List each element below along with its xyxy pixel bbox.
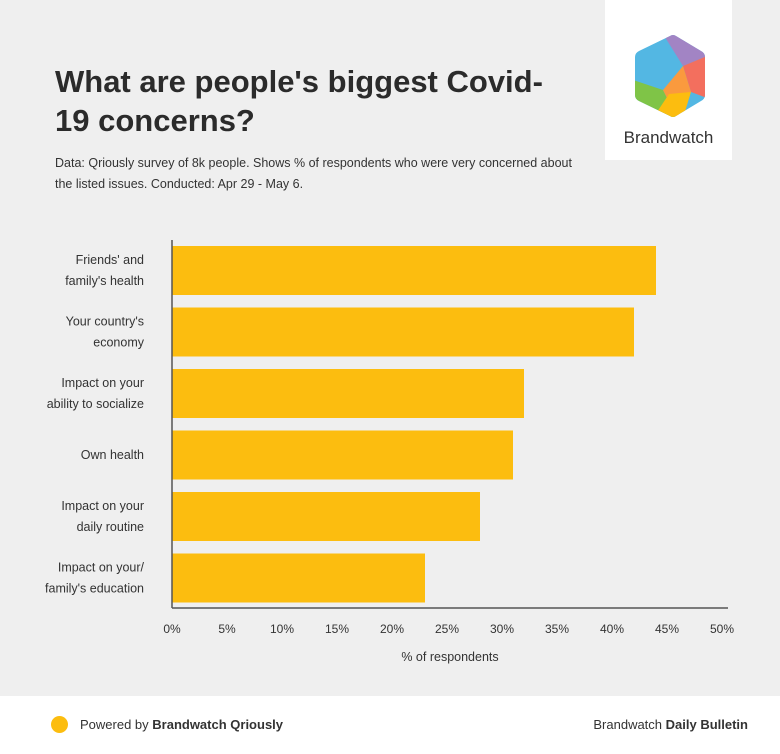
x-tick-label-7: 35% xyxy=(545,622,569,636)
x-tick-label-3: 15% xyxy=(325,622,349,636)
x-tick-label-2: 10% xyxy=(270,622,294,636)
category-label-0-1: family's health xyxy=(65,274,144,288)
chart-title: What are people's biggest Covid-19 conce… xyxy=(55,64,543,138)
brandwatch-hexagon-icon xyxy=(635,35,705,117)
category-label-1-1: economy xyxy=(93,336,144,350)
category-label-5-0: Impact on your/ xyxy=(58,561,145,575)
category-label-4-1: daily routine xyxy=(77,520,144,534)
bar-5 xyxy=(172,553,425,603)
x-tick-label-10: 50% xyxy=(710,622,734,636)
x-tick-label-8: 40% xyxy=(600,622,624,636)
brandwatch-logo: Brandwatch xyxy=(605,0,732,160)
category-label-0-0: Friends' and xyxy=(76,253,144,267)
bar-chart: Friends' and family's health Your country'… xyxy=(45,240,734,664)
category-label-1-0: Your country's xyxy=(66,315,144,329)
category-label-5-1: family's education xyxy=(45,582,144,596)
category-label-3-0: Own health xyxy=(81,448,144,462)
category-label-4-0: Impact on your xyxy=(61,499,144,513)
category-label-2-0: Impact on your xyxy=(61,376,144,390)
bar-3 xyxy=(172,430,513,480)
bar-1 xyxy=(172,307,634,357)
x-tick-label-5: 25% xyxy=(435,622,459,636)
x-tick-label-9: 45% xyxy=(655,622,679,636)
chart-subtitle: Data: Qriously survey of 8k people. Show… xyxy=(55,156,572,191)
x-tick-label-0: 0% xyxy=(163,622,181,636)
x-tick-label-4: 20% xyxy=(380,622,404,636)
footer: Powered by Brandwatch Qriously Brandwatc… xyxy=(0,696,780,754)
footer-dot-icon xyxy=(51,716,68,733)
bar-4 xyxy=(172,492,480,541)
x-axis-title: % of respondents xyxy=(401,650,498,664)
footer-powered-by: Powered by Brandwatch Qriously xyxy=(80,717,284,732)
brandwatch-logo-text: Brandwatch xyxy=(623,128,714,147)
category-label-2-1: ability to socialize xyxy=(47,397,144,411)
x-tick-label-6: 30% xyxy=(490,622,514,636)
footer-daily-bulletin: Brandwatch Daily Bulletin xyxy=(593,717,748,732)
bar-0 xyxy=(172,246,656,295)
bar-2 xyxy=(172,369,524,418)
x-tick-label-1: 5% xyxy=(218,622,236,636)
